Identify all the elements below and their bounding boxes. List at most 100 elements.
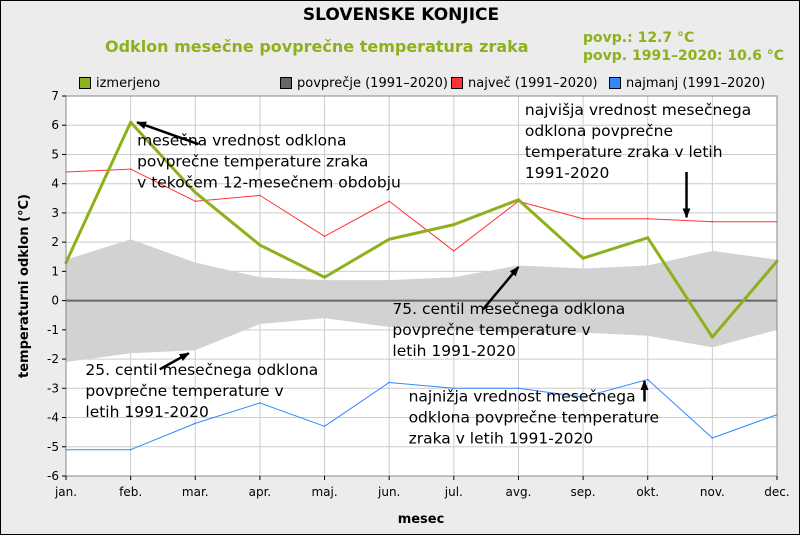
plot-border bbox=[65, 95, 778, 477]
annotation-line: letih 1991-2020 bbox=[85, 403, 208, 421]
annotation-line: 1991-2020 bbox=[525, 164, 610, 182]
data-point-najvec bbox=[646, 217, 649, 220]
legend-item-najmanj: najmanj (1991–2020) bbox=[609, 75, 765, 91]
annotation-text: najvišja vrednost mesečnega odklona povpr… bbox=[525, 101, 751, 182]
data-point-najvec bbox=[711, 220, 714, 223]
x-axis-ticks: jan. feb. mar. apr. maj. jun. jul. avg. sep. okt.… bbox=[54, 476, 790, 499]
data-point-izmerjeno bbox=[452, 223, 456, 227]
annotation: 75. centil mesečnega odklona povprečne te… bbox=[392, 266, 625, 360]
data-point-najmanj bbox=[129, 448, 132, 451]
chart-subtitle: Odklon mesečne povprečne temperatura zra… bbox=[105, 37, 529, 56]
x-tick-label: maj. bbox=[311, 485, 337, 499]
series-line-najmanj bbox=[66, 379, 778, 451]
legend-label-najvec: največ (1991–2020) bbox=[468, 75, 598, 91]
data-point-najvec bbox=[388, 200, 390, 203]
x-tick-label: jan. bbox=[54, 485, 77, 499]
annotation-text: mesečna vrednost odklona povprečne temper… bbox=[137, 132, 401, 192]
legend-item-izmerjeno: izmerjeno bbox=[79, 75, 160, 91]
annotation-line: najnižja vrednost mesečnega bbox=[409, 387, 636, 405]
y-tick-label: -4 bbox=[47, 411, 59, 425]
chart-title: SLOVENSKE KONJICE bbox=[302, 5, 500, 25]
x-tick-label: mar. bbox=[182, 485, 209, 499]
legend-swatch-najmanj bbox=[609, 77, 621, 89]
data-point-najvec bbox=[259, 194, 261, 197]
y-tick-label: 5 bbox=[51, 147, 59, 161]
x-tick-label: jun. bbox=[377, 485, 400, 499]
data-point-izmerjeno bbox=[516, 198, 520, 202]
annotation-line: povprečne temperature v bbox=[392, 321, 590, 339]
percentile-band bbox=[66, 239, 777, 362]
x-tick-label: jul. bbox=[444, 485, 463, 499]
data-point-najmanj bbox=[517, 387, 520, 390]
y-tick-label: -5 bbox=[47, 440, 59, 454]
legend-swatch-povprecje bbox=[280, 77, 292, 89]
y-tick-label: -2 bbox=[47, 352, 59, 366]
annotation-line: mesečna vrednost odklona bbox=[137, 132, 346, 150]
annotation: 25. centil mesečnega odklona povprečne te… bbox=[85, 352, 318, 421]
annotation-line: povprečne temperature v bbox=[85, 382, 283, 400]
annotation-line: odklona povprečne bbox=[525, 122, 673, 140]
data-point-izmerjeno bbox=[387, 237, 391, 241]
y-axis-ticks: -6 -5 -4 -3 -2 -1 0 1 2 3 4 5 6 7 bbox=[47, 89, 66, 483]
data-point-izmerjeno bbox=[581, 256, 585, 260]
series-line-izmerjeno bbox=[64, 120, 779, 339]
legend-swatch-najvec bbox=[451, 77, 463, 89]
y-tick-label: -1 bbox=[47, 323, 59, 337]
y-tick-label: 4 bbox=[51, 177, 59, 191]
y-tick-label: -3 bbox=[47, 381, 59, 395]
data-point-izmerjeno bbox=[193, 190, 197, 194]
y-tick-label: 1 bbox=[51, 264, 59, 278]
data-point-izmerjeno bbox=[710, 335, 714, 339]
data-point-najmanj bbox=[711, 437, 714, 439]
stat-average-reference: povp. 1991–2020: 10.6 °C bbox=[583, 48, 785, 64]
legend-item-povprecje: povprečje (1991–2020) bbox=[280, 75, 448, 91]
data-point-izmerjeno bbox=[646, 236, 650, 240]
annotations: mesečna vrednost odklona povprečne temper… bbox=[85, 101, 751, 447]
annotation-line: najvišja vrednost mesečnega bbox=[525, 101, 751, 119]
annotation-line: odklona povprečne temperature bbox=[409, 408, 659, 426]
data-point-izmerjeno bbox=[323, 275, 327, 279]
annotation-text: najnižja vrednost mesečnega odklona povpr… bbox=[409, 387, 659, 447]
data-point-izmerjeno bbox=[129, 120, 133, 124]
annotation-line: temperature zraka v letih bbox=[525, 143, 723, 161]
data-point-najvec bbox=[194, 200, 197, 203]
data-point-najvec bbox=[453, 250, 455, 252]
legend-item-najvec: največ (1991–2020) bbox=[451, 75, 598, 91]
x-tick-label: nov. bbox=[700, 485, 725, 499]
y-tick-label: -6 bbox=[47, 469, 59, 483]
legend-swatch-izmerjeno bbox=[79, 77, 91, 89]
x-tick-label: avg. bbox=[506, 485, 532, 499]
y-tick-label: 2 bbox=[51, 235, 59, 249]
series-line-najvec bbox=[65, 168, 777, 252]
annotation-line: letih 1991-2020 bbox=[392, 342, 515, 360]
annotation: najnižja vrednost mesečnega odklona povpr… bbox=[409, 380, 659, 447]
x-tick-label: feb. bbox=[119, 485, 142, 499]
annotation-arrow bbox=[481, 266, 520, 311]
data-point-najmanj bbox=[388, 381, 390, 384]
legend-label-najmanj: najmanj (1991–2020) bbox=[626, 75, 766, 91]
y-tick-label: 7 bbox=[51, 89, 59, 103]
series-lines bbox=[64, 120, 779, 451]
annotation: mesečna vrednost odklona povprečne temper… bbox=[136, 121, 401, 192]
x-tick-label: sep. bbox=[571, 485, 596, 499]
annotation: najvišja vrednost mesečnega odklona povpr… bbox=[525, 101, 751, 219]
annotation-arrow bbox=[136, 121, 199, 146]
annotation-line: v tekočem 12-mesečnem obdobju bbox=[137, 174, 401, 192]
y-tick-label: 0 bbox=[51, 294, 59, 308]
data-point-izmerjeno bbox=[258, 243, 262, 247]
data-point-najvec bbox=[582, 217, 584, 220]
data-point-najmanj bbox=[453, 387, 455, 390]
y-axis-label: temperaturni odklon (°C) bbox=[17, 194, 32, 378]
data-point-najmanj bbox=[582, 396, 584, 398]
annotation-line: 25. centil mesečnega odklona bbox=[85, 361, 318, 379]
x-tick-label: dec. bbox=[764, 485, 789, 499]
legend-label-izmerjeno: izmerjeno bbox=[96, 75, 161, 91]
annotation-line: 75. centil mesečnega odklona bbox=[392, 300, 625, 318]
data-point-najmanj bbox=[194, 422, 197, 425]
data-point-najvec bbox=[323, 235, 326, 238]
annotation-line: zraka v letih 1991-2020 bbox=[409, 429, 594, 447]
y-tick-label: 3 bbox=[51, 206, 59, 220]
annotation-text: 25. centil mesečnega odklona povprečne te… bbox=[85, 361, 318, 421]
